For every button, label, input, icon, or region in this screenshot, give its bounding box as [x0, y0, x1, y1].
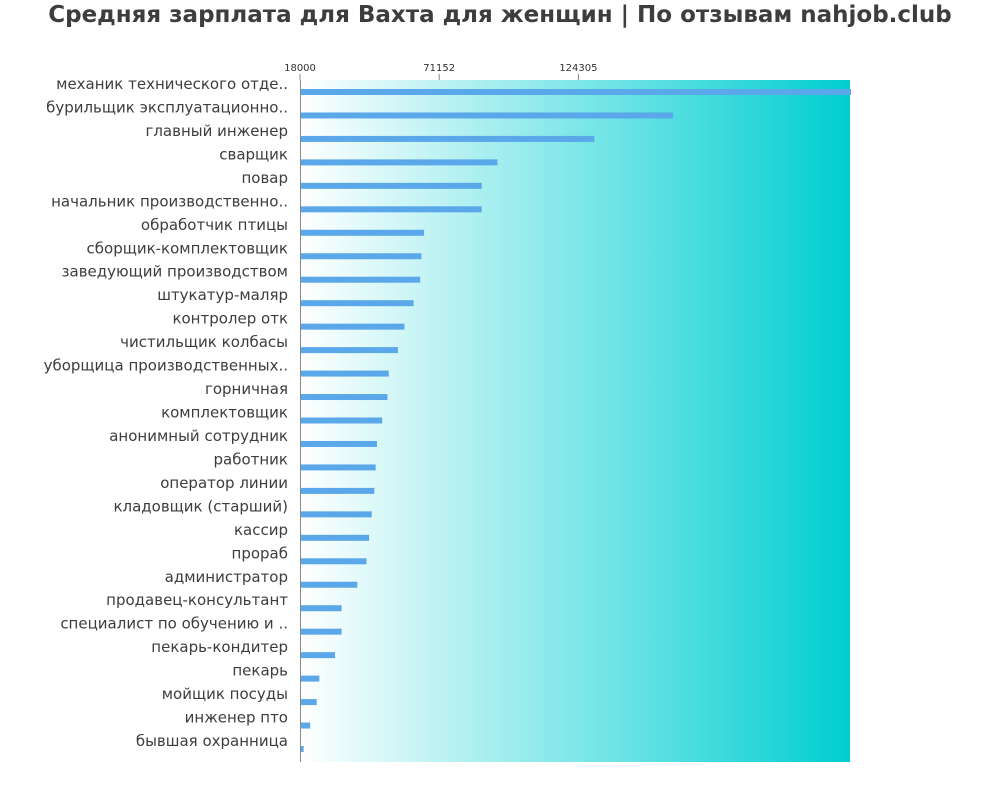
bar — [301, 464, 376, 471]
category-label: прораб — [232, 544, 288, 562]
bar — [301, 159, 498, 166]
bar — [301, 89, 851, 95]
category-label: анонимный сотрудник — [109, 427, 288, 445]
category-label: начальник производственно.. — [51, 192, 288, 210]
category-label: мойщик посуды — [162, 685, 288, 703]
bar — [301, 722, 311, 729]
category-label: чистильщик колбасы — [120, 333, 288, 351]
category-label: бурильщик эксплуатационно.. — [46, 98, 288, 116]
category-label: обработчик птицы — [141, 216, 288, 234]
category-label: повар — [241, 169, 288, 187]
category-label: кладовщик (старший) — [113, 497, 288, 515]
bar — [301, 135, 595, 142]
bar — [301, 605, 342, 612]
bar — [301, 675, 320, 682]
bar — [301, 628, 342, 635]
x-tick-label: 18000 — [284, 63, 316, 74]
bar — [301, 558, 367, 565]
bar — [301, 394, 388, 401]
bar — [301, 229, 425, 236]
category-label: работник — [214, 450, 289, 468]
category-label: специалист по обучению и .. — [60, 615, 288, 633]
bar — [301, 347, 398, 354]
category-label: механик технического отде.. — [56, 75, 288, 93]
category-label: кассир — [234, 521, 288, 539]
bar — [301, 112, 673, 119]
category-label: бывшая охранница — [136, 732, 288, 750]
bar — [301, 206, 482, 213]
bar — [301, 534, 370, 541]
category-label: комплектовщик — [161, 404, 288, 422]
category-label: контролер отк — [172, 310, 288, 328]
bar — [301, 440, 377, 447]
bar — [301, 487, 375, 494]
bar — [301, 182, 482, 189]
plot-background — [300, 80, 850, 762]
category-label: администратор — [165, 568, 288, 586]
bar — [301, 511, 372, 518]
bar — [301, 253, 422, 260]
bar — [301, 581, 358, 588]
bar — [301, 417, 383, 424]
x-tick-label: 71152 — [423, 63, 455, 74]
category-label: пекарь-кондитер — [151, 638, 288, 656]
bar — [301, 746, 304, 752]
bar — [301, 300, 414, 307]
category-label: штукатур-маляр — [157, 286, 288, 304]
category-label: горничная — [205, 380, 288, 398]
bar — [301, 699, 317, 706]
category-label: продавец-консультант — [106, 591, 288, 609]
bar — [301, 276, 421, 283]
category-label: сборщик-комплектовщик — [87, 239, 288, 257]
x-tick-label: 124305 — [559, 63, 597, 74]
chart-title: Средняя зарплата для Вахта для женщин | … — [48, 2, 952, 28]
bar — [301, 370, 389, 377]
category-label: сварщик — [219, 145, 288, 163]
category-label: заведующий производством — [62, 263, 288, 281]
category-label: инженер пто — [185, 709, 288, 727]
bar — [301, 323, 405, 330]
category-label: оператор линии — [160, 474, 288, 492]
bar — [301, 652, 336, 659]
category-label: уборщица производственных.. — [44, 357, 288, 375]
category-label: главный инженер — [145, 122, 288, 140]
category-label: пекарь — [232, 662, 288, 680]
